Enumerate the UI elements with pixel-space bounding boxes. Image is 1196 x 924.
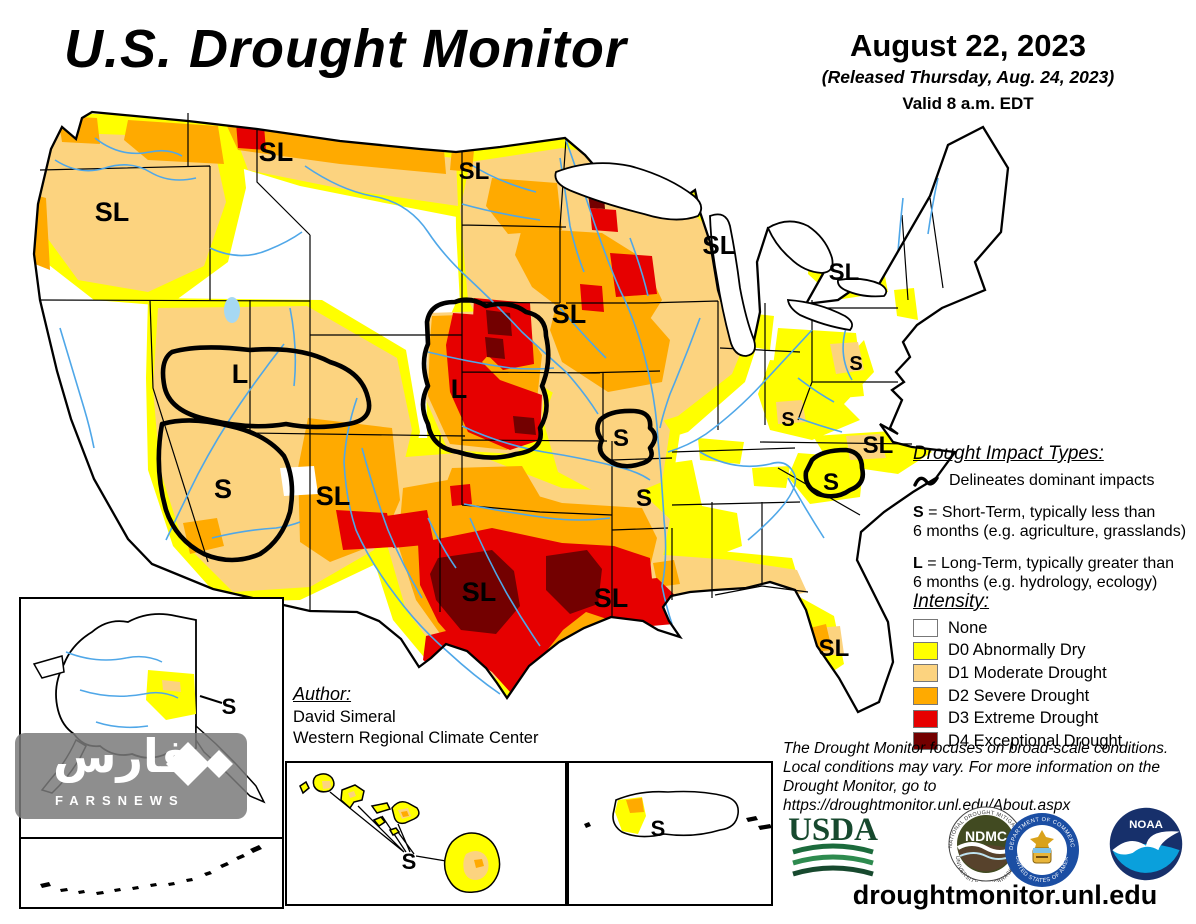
map-label: SL <box>462 577 497 607</box>
ndmc-logo: NATIONAL DROUGHT MITIGATION CENTER UNIVE… <box>896 806 1024 882</box>
map-label: SL <box>819 635 850 662</box>
eagle-icon <box>1030 830 1054 852</box>
release-date: (Released Thursday, Aug. 24, 2023) <box>821 67 1115 87</box>
author-heading: Author: <box>293 684 352 704</box>
aleutian-islands <box>40 845 262 895</box>
svg-text:NDMC: NDMC <box>965 828 1007 844</box>
impact-legend-title: Drought Impact Types: <box>913 443 1104 464</box>
map-label: SL <box>829 259 860 286</box>
legend-swatch-d2 <box>913 687 938 706</box>
conus-map: SL SL SL SL SL SL L L S S S SL S S SL S … <box>32 110 1010 714</box>
map-label: S <box>651 816 666 841</box>
valid-time: Valid 8 a.m. EDT <box>902 94 1034 113</box>
page-title: U.S. Drought Monitor <box>64 19 627 79</box>
map-label: S <box>781 409 794 431</box>
noaa-logo: NOAA <box>1109 807 1183 881</box>
usda-logo: USDA <box>788 812 878 877</box>
legend-row-none: None <box>913 617 1195 640</box>
map-label: S <box>402 849 417 874</box>
website-url: droughtmonitor.unl.edu <box>852 880 1158 910</box>
svg-text:NOAA: NOAA <box>1129 819 1163 831</box>
department-of-commerce-seal: DEPARTMENT OF COMMERCE UNITED STATES OF … <box>1002 810 1079 887</box>
map-label: S <box>636 485 652 512</box>
map-label: S <box>823 469 839 496</box>
svg-text:USDA: USDA <box>788 812 878 848</box>
legend-row-d2: D2 Severe Drought <box>913 685 1195 708</box>
map-label: S <box>214 474 232 504</box>
map-label: SL <box>316 481 351 511</box>
author-org: Western Regional Climate Center <box>293 729 539 747</box>
intensity-legend-title: Intensity: <box>913 591 990 612</box>
map-label: SL <box>95 197 130 227</box>
delineates-label: Delineates dominant impacts <box>949 472 1155 489</box>
long-term-definition: L = Long-Term, typically greater than 6 … <box>913 555 1175 591</box>
hawaii-inset: S <box>285 761 567 906</box>
legend-swatch-d0 <box>913 641 938 660</box>
great-lakes <box>554 162 888 357</box>
map-label: S <box>613 425 629 452</box>
puerto-rico-inset: S <box>567 761 773 906</box>
author-name: David Simeral <box>293 708 396 726</box>
legend-swatch-d1 <box>913 664 938 683</box>
footnote: The Drought Monitor focuses on broad-sca… <box>783 740 1169 814</box>
great-salt-lake <box>224 297 240 323</box>
farsnews-watermark: فارس FARSNEWS <box>15 729 247 819</box>
legend-swatch-d4 <box>913 732 938 751</box>
author-block: Author: David Simeral Western Regional C… <box>293 684 538 749</box>
date-block: August 22, 2023 (Released Thursday, Aug.… <box>782 28 1154 114</box>
map-label: SL <box>552 299 587 329</box>
map-label: S <box>222 694 237 719</box>
map-impact-labels: SL SL SL SL SL SL L L S S S SL S S SL S … <box>95 137 894 662</box>
impact-outlines <box>156 297 866 563</box>
intensity-legend: Intensity: None D0 Abnormally Dry D1 Mod… <box>913 591 1195 753</box>
map-date: August 22, 2023 <box>849 28 1087 63</box>
map-label: L <box>232 359 249 389</box>
delineation-squiggle-icon <box>913 475 939 487</box>
map-label: SL <box>863 432 894 459</box>
farsnews-farsi-logo: فارس <box>53 729 191 783</box>
map-label: SL <box>259 137 294 167</box>
map-label: L <box>451 374 468 404</box>
legend-row-d0: D0 Abnormally Dry <box>913 640 1195 663</box>
map-label: SL <box>702 230 735 260</box>
legend-swatch-none <box>913 619 938 638</box>
legend-row-d4: D4 Exceptional Drought <box>913 730 1195 753</box>
farsnews-wordmark: FARSNEWS <box>55 793 185 808</box>
legend-row-d3: D3 Extreme Drought <box>913 707 1195 730</box>
impact-legend: Drought Impact Types: Delineates dominan… <box>913 444 1195 592</box>
map-label: SL <box>594 583 629 613</box>
legend-swatch-d3 <box>913 709 938 728</box>
map-label: SL <box>459 158 490 185</box>
map-label: S <box>849 353 862 375</box>
short-term-definition: S = Short-Term, typically less than 6 mo… <box>913 504 1187 540</box>
farsnews-diamonds-icon <box>166 742 233 786</box>
rivers <box>54 137 939 695</box>
legend-row-d1: D1 Moderate Drought <box>913 662 1195 685</box>
